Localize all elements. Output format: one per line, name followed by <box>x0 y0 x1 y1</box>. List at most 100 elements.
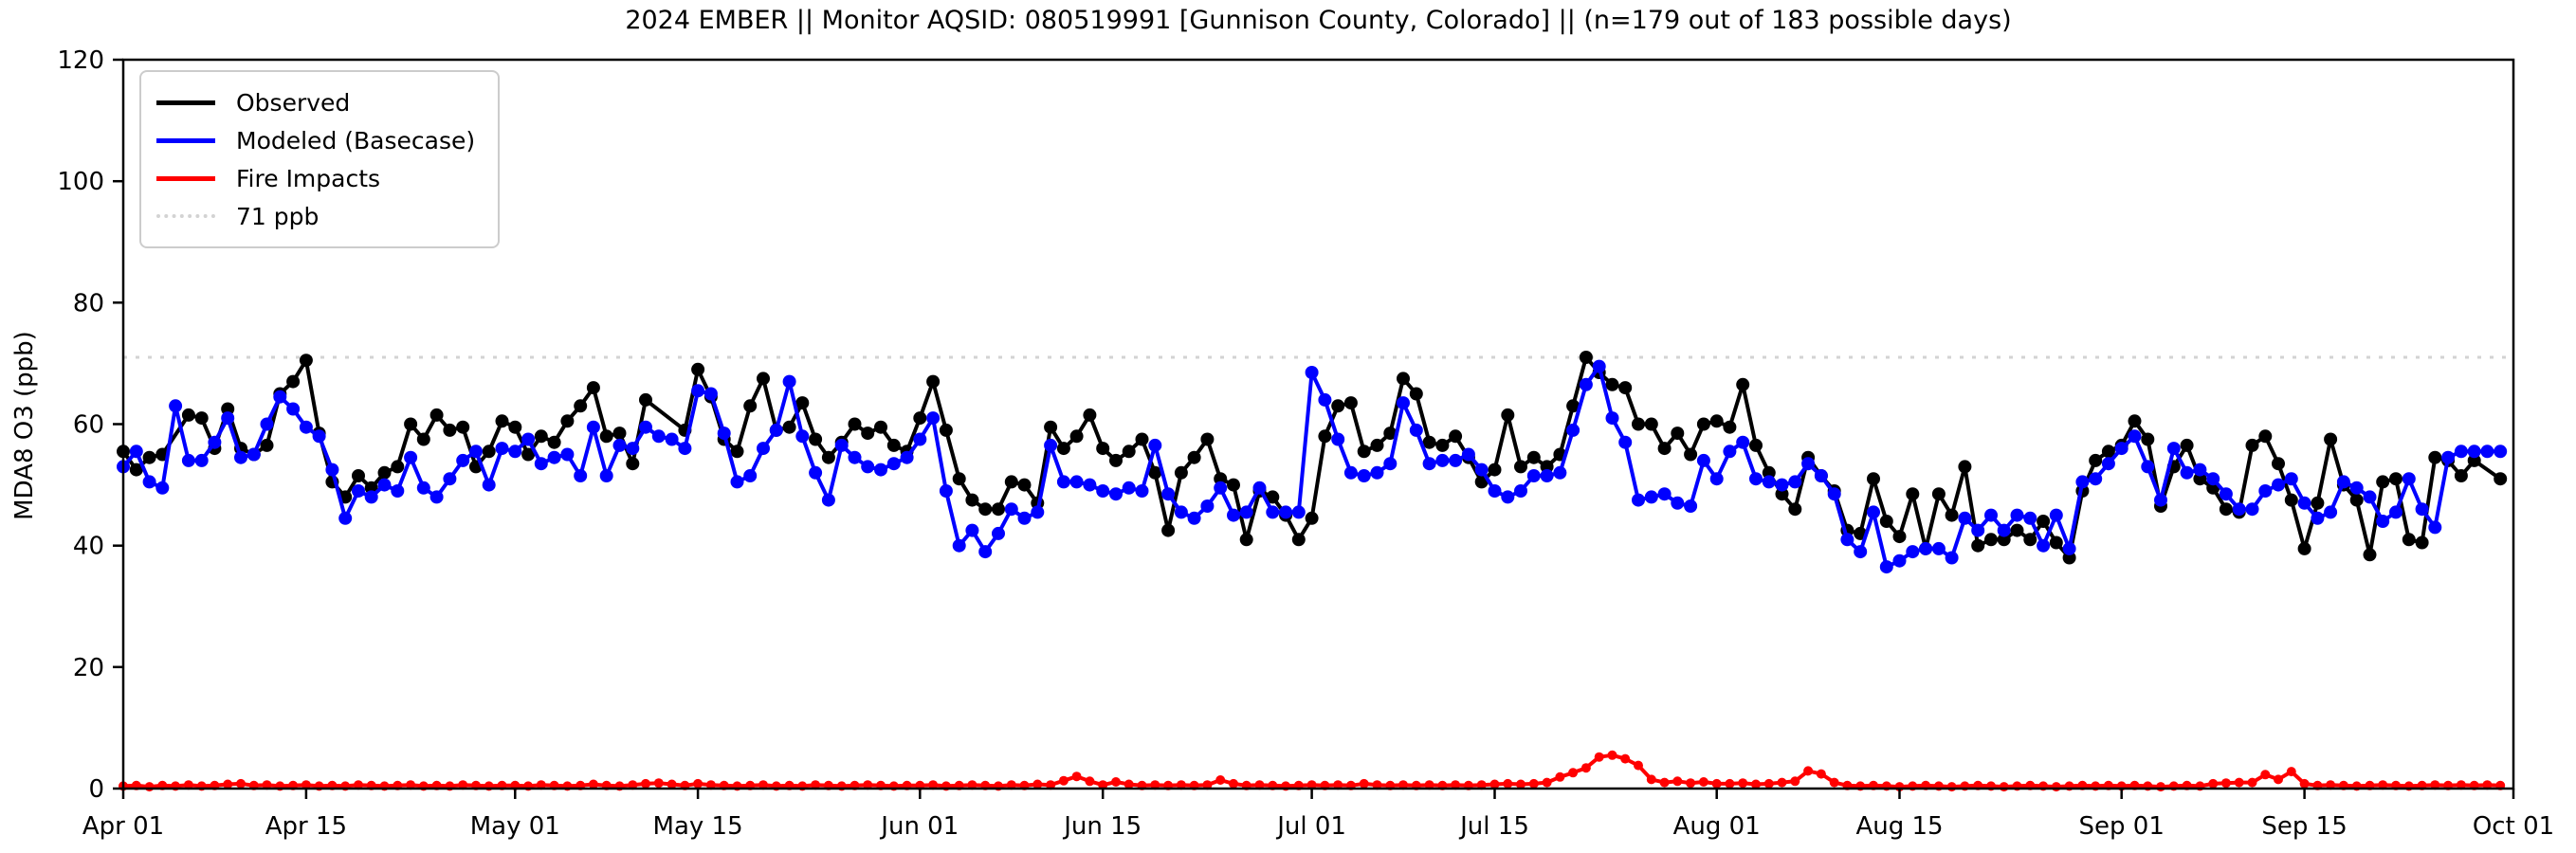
fire-impacts-marker <box>653 778 664 789</box>
observed-marker <box>364 481 378 495</box>
observed-marker <box>521 447 536 462</box>
modeled-basecase--marker <box>521 432 536 446</box>
observed-marker <box>1723 420 1737 434</box>
observed-marker <box>1709 414 1724 428</box>
legend-label: Observed <box>236 88 351 117</box>
modeled-basecase--marker <box>992 526 1005 540</box>
modeled-basecase--marker <box>1383 457 1398 471</box>
observed-marker <box>1632 417 1645 431</box>
modeled-basecase--marker <box>1004 502 1018 517</box>
observed-marker <box>1056 442 1070 456</box>
modeled-basecase--marker <box>1684 499 1698 513</box>
fire-impacts-marker <box>2482 780 2493 790</box>
fire-impacts-marker <box>1542 777 1552 788</box>
observed-marker <box>1318 429 1332 444</box>
observed-marker <box>1684 447 1698 462</box>
fire-impacts-marker <box>1711 778 1722 789</box>
modeled-basecase--marker <box>1919 541 1933 555</box>
observed-marker <box>1644 417 1658 431</box>
observed-marker <box>782 420 796 434</box>
modeled-basecase--marker <box>155 481 170 495</box>
observed-marker <box>416 432 430 446</box>
modeled-basecase--marker <box>1397 396 1410 410</box>
modeled-basecase--marker <box>1945 551 1959 565</box>
observed-marker <box>757 372 770 386</box>
modeled-basecase--marker <box>1214 481 1228 495</box>
observed-marker <box>1004 475 1018 489</box>
y-tick-label: 100 <box>57 168 104 196</box>
observed-marker <box>2454 469 2468 482</box>
x-tick-label: May 01 <box>470 812 560 841</box>
observed-marker <box>2180 438 2194 452</box>
observed-marker <box>299 354 313 368</box>
modeled-basecase--marker <box>848 450 862 464</box>
observed-marker <box>1605 377 1619 391</box>
modeled-basecase--marker <box>1044 438 1058 452</box>
fire-impacts-marker <box>1058 775 1069 786</box>
fire-impacts-marker <box>2286 767 2296 777</box>
observed-marker <box>1906 487 1920 501</box>
y-tick-label: 0 <box>88 775 104 804</box>
observed-marker <box>2389 472 2402 486</box>
modeled-basecase--marker <box>730 475 744 489</box>
fire-impacts-marker <box>1790 776 1800 787</box>
modeled-basecase--marker <box>1252 481 1267 495</box>
modeled-basecase--marker <box>286 402 301 416</box>
observed-marker <box>2193 472 2207 486</box>
observed-marker <box>1017 478 1032 492</box>
observed-marker <box>809 432 823 446</box>
modeled-basecase--marker <box>834 438 849 452</box>
modeled-basecase--marker <box>2363 490 2377 504</box>
observed-marker <box>2010 523 2024 537</box>
modeled-basecase--marker <box>2166 442 2181 456</box>
x-tick-label: May 15 <box>653 812 743 841</box>
observed-marker <box>1945 508 1959 522</box>
modeled-basecase--marker <box>273 390 287 404</box>
observed-marker <box>1892 530 1907 544</box>
modeled-basecase--marker <box>861 460 875 474</box>
modeled-basecase--marker <box>312 429 326 444</box>
fire-impacts-marker <box>1202 780 1213 790</box>
modeled-basecase--marker <box>221 411 235 426</box>
observed-marker <box>2049 535 2063 550</box>
modeled-basecase--marker <box>2075 475 2090 489</box>
observed-marker <box>1867 472 1880 486</box>
legend-line-sample <box>156 175 215 181</box>
fire-impacts-marker <box>1124 779 1134 789</box>
observed-marker <box>286 374 301 389</box>
fire-impacts-marker <box>1555 771 1565 782</box>
modeled-basecase--marker <box>260 417 274 431</box>
modeled-basecase--marker <box>1566 423 1580 437</box>
modeled-basecase--marker <box>2128 429 2142 444</box>
observed-marker <box>2284 493 2298 507</box>
modeled-basecase--marker <box>1579 377 1593 391</box>
observed-marker <box>1788 502 1802 517</box>
observed-marker <box>2297 541 2311 555</box>
fire-impacts-marker <box>2299 778 2310 789</box>
modeled-basecase--marker <box>495 442 509 456</box>
modeled-basecase--marker <box>325 463 339 477</box>
observed-marker <box>1997 533 2011 547</box>
observed-marker <box>1305 511 1319 525</box>
observed-marker <box>443 423 457 437</box>
observed-marker <box>2258 429 2273 444</box>
modeled-basecase--marker <box>2376 515 2390 528</box>
modeled-basecase--marker <box>1592 359 1606 373</box>
fire-impacts-marker <box>1333 780 1343 790</box>
modeled-basecase--marker <box>769 423 783 437</box>
observed-marker <box>1331 399 1345 413</box>
modeled-basecase--marker <box>1174 505 1188 519</box>
modeled-basecase--marker <box>2324 505 2338 519</box>
modeled-basecase--marker <box>2284 472 2298 486</box>
modeled-basecase--marker <box>1318 392 1332 407</box>
modeled-basecase--marker <box>1696 453 1710 467</box>
fire-impacts-marker <box>1215 775 1226 785</box>
observed-marker <box>848 417 862 431</box>
observed-marker <box>1526 450 1541 464</box>
observed-marker <box>1069 429 1084 444</box>
observed-marker <box>377 465 392 480</box>
modeled-basecase--marker <box>900 450 914 464</box>
modeled-basecase--marker <box>1069 475 1084 489</box>
modeled-basecase--marker <box>2089 472 2103 486</box>
